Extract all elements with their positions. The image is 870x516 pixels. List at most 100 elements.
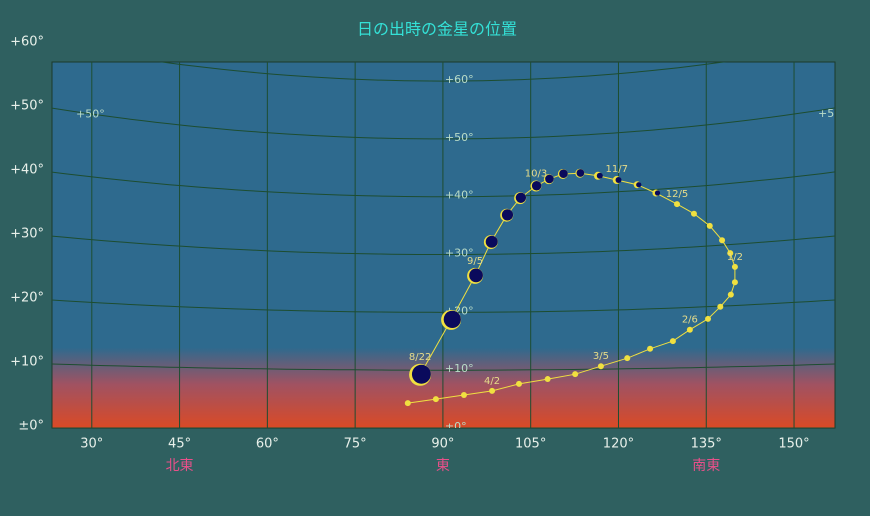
venus-point (543, 174, 554, 185)
inner-alt-label: +30° (445, 247, 474, 260)
venus-disc (404, 400, 411, 407)
venus-shadow (596, 172, 603, 179)
venus-disc (597, 363, 604, 370)
x-tick-label: 90° (431, 437, 454, 452)
venus-shadow (615, 177, 622, 184)
venus-disc (432, 396, 439, 403)
venus-shadow (545, 174, 554, 184)
venus-point (515, 380, 522, 387)
inner-alt-label: +50° (76, 107, 105, 120)
venus-disc (686, 326, 693, 333)
y-tick-label: +20° (10, 291, 44, 306)
grid-line (52, 299, 835, 313)
venus-shadow (469, 268, 483, 283)
venus-point (612, 176, 622, 185)
grid-line (158, 62, 728, 82)
date-label: 4/2 (484, 376, 500, 387)
direction-label: 北東 (166, 458, 194, 474)
venus-disc (690, 210, 697, 217)
inner-alt-label: +50° (818, 107, 847, 120)
venus-shadow (515, 192, 527, 203)
date-label: 3/5 (593, 351, 609, 362)
venus-point (717, 303, 724, 310)
direction-label: 南東 (692, 458, 720, 474)
grid-line (52, 107, 835, 140)
x-tick-label: 60° (256, 437, 279, 452)
x-tick-label: 45° (168, 437, 191, 452)
venus-point (557, 168, 568, 179)
venus-disc (731, 279, 738, 286)
venus-point (633, 181, 642, 189)
plot: ±0°+10°+20°+30°+40°+50°+50° +50°+60°8/229… (52, 62, 847, 433)
venus-point (575, 168, 585, 178)
venus-point (544, 376, 551, 383)
x-tick-label: 105° (515, 437, 546, 452)
venus-point (686, 326, 693, 333)
x-tick-label: 30° (80, 437, 103, 452)
venus-point (409, 363, 432, 386)
venus-disc (544, 376, 551, 383)
venus-point (593, 171, 603, 180)
venus-point (731, 279, 738, 286)
date-label: 12/5 (666, 189, 688, 200)
venus-point (404, 400, 411, 407)
direction-label: 東 (436, 458, 450, 474)
venus-shadow (576, 169, 585, 177)
x-tick-label: 120° (603, 437, 634, 452)
venus-shadow (485, 235, 498, 248)
venus-point (489, 387, 496, 394)
venus-disc (460, 392, 467, 399)
venus-point (706, 222, 713, 229)
date-label: 2/6 (682, 315, 698, 326)
venus-point (719, 237, 726, 244)
venus-point (530, 180, 542, 192)
venus-point (500, 208, 514, 222)
y-tick-label: +50° (10, 99, 44, 114)
venus-disc (727, 291, 734, 298)
inner-alt-label: +50° (445, 131, 474, 144)
venus-point (652, 189, 661, 197)
venus-disc (705, 315, 712, 322)
chart-title: 日の出時の金星の位置 (357, 20, 517, 39)
date-label: 11/7 (605, 164, 627, 175)
venus-point (727, 291, 734, 298)
inner-alt-label: +10° (445, 362, 474, 375)
venus-point (460, 392, 467, 399)
venus-disc (731, 263, 738, 270)
x-tick-label: 135° (691, 437, 722, 452)
y-tick-label: ±0° (18, 419, 44, 434)
y-tick-label: +60° (10, 35, 44, 50)
x-tick-label: 75° (344, 437, 367, 452)
venus-disc (719, 237, 726, 244)
venus-point (597, 363, 604, 370)
x-tick-label: 150° (778, 437, 809, 452)
venus-shadow (531, 181, 542, 191)
y-tick-label: +40° (10, 163, 44, 178)
grid-line (52, 235, 835, 255)
venus-point (647, 345, 654, 352)
inner-alt-label: +40° (445, 189, 474, 202)
venus-shadow (501, 209, 514, 221)
date-label: 9/5 (467, 256, 483, 267)
y-tick-label: +30° (10, 227, 44, 242)
venus-point (731, 263, 738, 270)
venus-disc (647, 345, 654, 352)
venus-disc (706, 222, 713, 229)
venus-point (441, 309, 462, 330)
venus-disc (727, 250, 734, 257)
venus-disc (673, 201, 680, 208)
venus-shadow (443, 310, 461, 328)
venus-point (432, 396, 439, 403)
venus-point (514, 192, 527, 205)
venus-point (690, 210, 697, 217)
inner-alt-label: ±0° (445, 420, 467, 433)
venus-disc (624, 355, 631, 362)
venus-disc (489, 387, 496, 394)
venus-point (673, 201, 680, 208)
venus-point (467, 267, 484, 284)
venus-point (705, 315, 712, 322)
venus-point (624, 355, 631, 362)
venus-shadow (411, 364, 431, 384)
grid-line (52, 171, 835, 198)
grid-line (52, 363, 835, 371)
